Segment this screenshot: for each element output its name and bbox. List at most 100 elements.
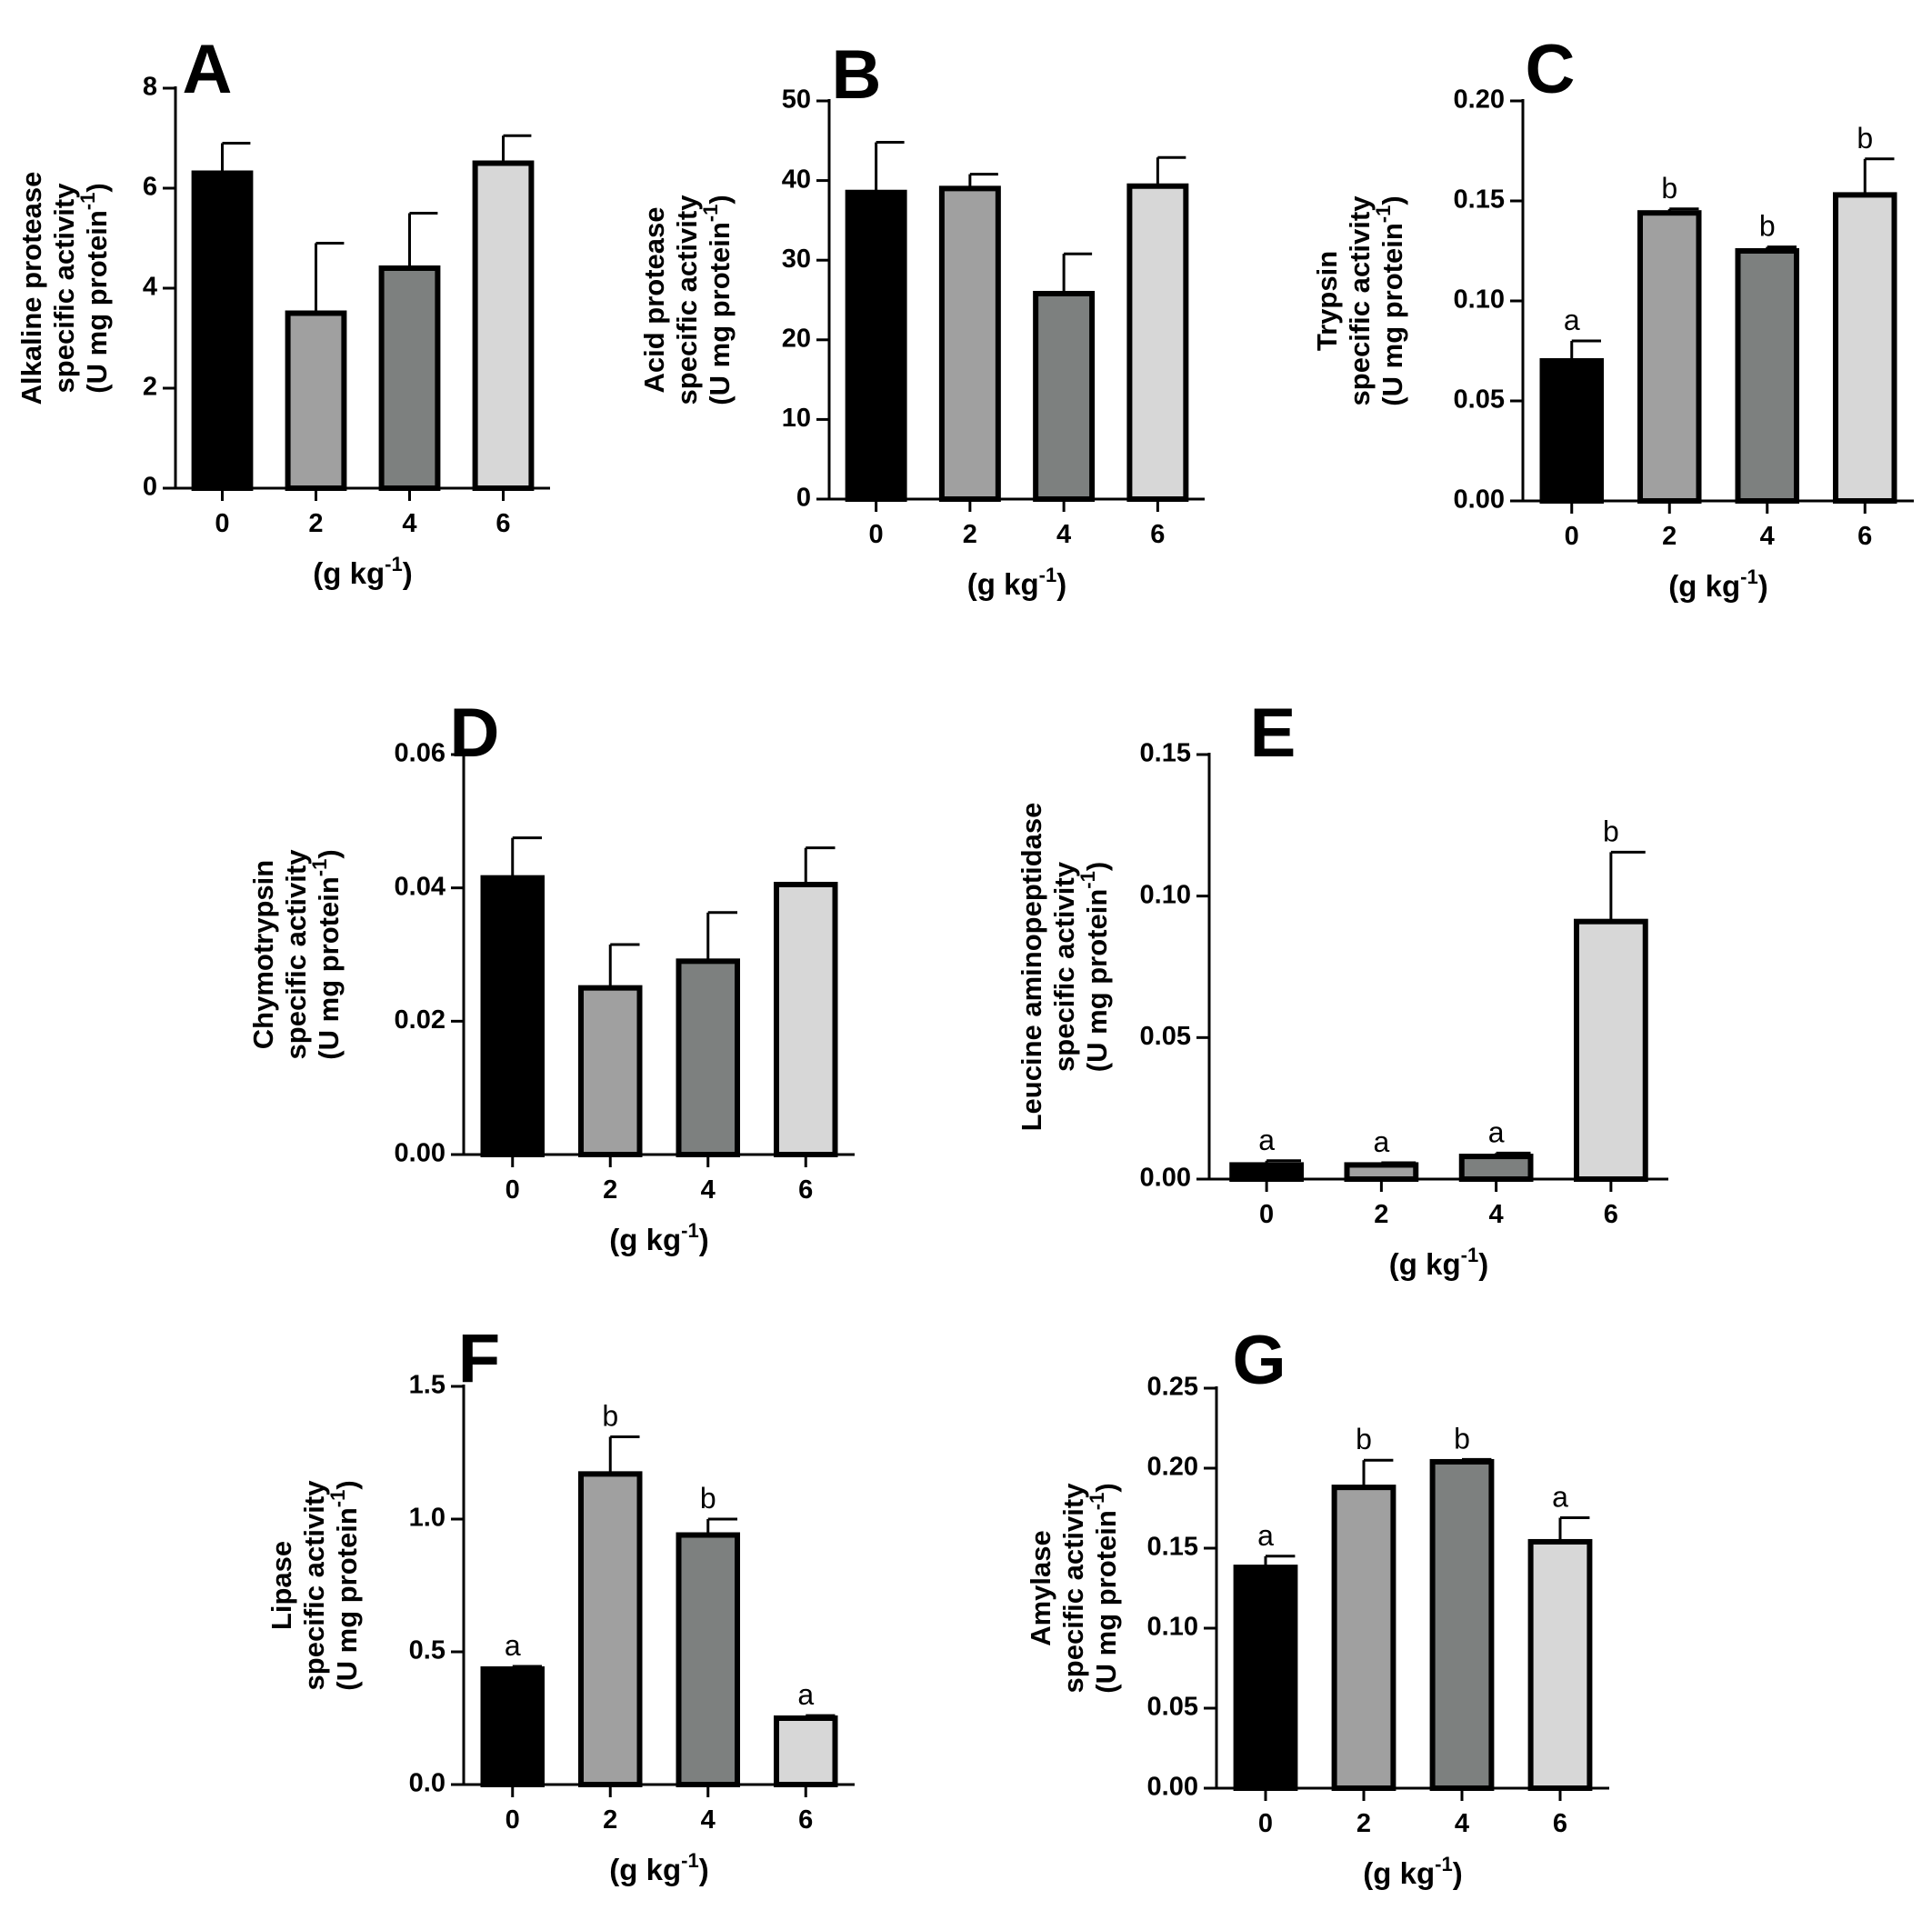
y-tick-label: 4 <box>143 273 157 302</box>
x-axis-label-sup: -1 <box>1039 564 1057 586</box>
x-axis-label-close: ) <box>1478 1247 1488 1281</box>
x-axis-label-main: (g kg <box>967 567 1039 601</box>
x-tick-label: 6 <box>1150 520 1165 549</box>
y-axis-unit-sup: -1 <box>1372 205 1395 224</box>
y-axis-unit: (U mg protein-1) <box>326 1480 363 1690</box>
x-tick-label: 2 <box>1356 1809 1371 1838</box>
y-axis-unit: (U mg protein-1) <box>1086 1483 1122 1693</box>
bar-0 <box>480 1665 545 1787</box>
y-tick-label: 0.00 <box>1140 1164 1191 1193</box>
x-axis-label: (g kg-1) <box>609 1219 708 1256</box>
y-tick-label: 0.04 <box>395 872 445 901</box>
y-axis-label-line: Amylase <box>1025 1530 1056 1646</box>
panel-letter: G <box>1232 1322 1286 1399</box>
significance-letter: a <box>1257 1519 1274 1552</box>
bar-2 <box>285 310 347 491</box>
y-axis-label-line: specific activity <box>1048 861 1080 1072</box>
x-axis-label-close: ) <box>403 556 413 590</box>
y-axis-label-line: specific activity <box>1057 1483 1089 1694</box>
y-axis-unit-close: ) <box>1081 862 1113 871</box>
y-axis-unit: (U mg protein-1) <box>699 195 736 405</box>
panel-letter: E <box>1250 695 1296 772</box>
x-axis-label-sup: -1 <box>1740 565 1758 588</box>
x-tick-label: 4 <box>701 1805 716 1835</box>
x-axis-label-sup: -1 <box>681 1219 699 1242</box>
significance-letter: b <box>1759 210 1776 243</box>
x-tick-label: 0 <box>506 1805 520 1835</box>
x-tick-label: 2 <box>1662 522 1677 551</box>
bar-4 <box>1458 1154 1534 1183</box>
y-axis-unit-sup: -1 <box>326 1490 349 1508</box>
y-tick-label: 0.05 <box>1147 1693 1198 1722</box>
y-axis-label: Chymotrypsin specific activity (U mg prote… <box>247 849 345 1060</box>
bar-0 <box>480 875 545 1158</box>
x-tick-label: 2 <box>603 1175 617 1205</box>
y-axis-unit-close: ) <box>313 849 345 858</box>
significance-letter: a <box>505 1629 521 1662</box>
panel-d: D0.000.020.040.060 2 4 6(g kg-1)Chymotrypsi… <box>247 695 855 1256</box>
bar-6 <box>774 1715 838 1787</box>
panel-letter: D <box>450 695 500 772</box>
x-axis-label-main: (g kg <box>609 1223 681 1256</box>
y-tick-label: 50 <box>782 85 811 115</box>
y-tick-label: 0.05 <box>1140 1022 1191 1051</box>
y-axis-label: Leucine aminopeptidase specific activity(… <box>1016 803 1113 1132</box>
y-axis-unit-sup: -1 <box>76 193 99 211</box>
y-axis-unit-close: ) <box>331 1480 363 1489</box>
y-tick-label: 0.10 <box>1147 1613 1198 1642</box>
bar-0 <box>1233 1565 1298 1791</box>
x-tick-label: 0 <box>506 1175 520 1205</box>
y-tick-label: 8 <box>143 73 157 102</box>
y-axis-unit-main: (U mg protein <box>331 1507 363 1691</box>
y-axis-label: Lipase specific activity (U mg protein-1) <box>265 1480 363 1691</box>
y-tick-label: 0.20 <box>1454 85 1505 115</box>
y-axis-label: Acid protease specific activity (U mg prot… <box>638 195 736 405</box>
x-axis-label-main: (g kg <box>609 1853 681 1886</box>
x-tick-label: 6 <box>1604 1200 1618 1229</box>
y-axis-unit-close: ) <box>1090 1483 1122 1492</box>
significance-letter: b <box>1661 172 1677 205</box>
y-tick-label: 0.00 <box>1147 1773 1198 1802</box>
significance-letter: a <box>1488 1115 1505 1148</box>
y-tick-label: 10 <box>782 404 811 433</box>
y-axis-unit-main: (U mg protein <box>1376 223 1408 406</box>
x-axis-label-close: ) <box>1056 567 1066 601</box>
y-axis-unit: (U mg protein-1) <box>1076 862 1113 1072</box>
x-axis-label-close: ) <box>699 1223 709 1256</box>
significance-letter: b <box>1454 1422 1470 1455</box>
bar-0 <box>1229 1162 1304 1183</box>
x-axis-label-main: (g kg <box>313 556 385 590</box>
x-tick-label: 6 <box>798 1805 813 1835</box>
y-axis-label-line: Trypsin <box>1311 251 1343 351</box>
significance-letter: b <box>1356 1423 1372 1455</box>
x-tick-label: 0 <box>869 520 884 549</box>
y-tick-label: 0.15 <box>1147 1533 1198 1562</box>
y-axis-unit: (U mg protein-1) <box>308 849 345 1059</box>
panel-letter: C <box>1526 31 1576 108</box>
y-axis-unit: (U mg protein-1) <box>76 183 113 393</box>
x-axis-label-main: (g kg <box>1668 569 1740 603</box>
x-tick-label: 6 <box>1857 522 1872 551</box>
x-axis-label-sup: -1 <box>1461 1244 1479 1266</box>
y-axis-label-line: specific activity <box>48 183 80 394</box>
y-axis-label-line: Leucine aminopeptidase <box>1016 803 1047 1132</box>
y-axis-label-line: Alkaline protease <box>15 172 47 405</box>
y-tick-label: 0.25 <box>1147 1373 1198 1402</box>
x-tick-label: 4 <box>1056 520 1071 549</box>
y-tick-label: 0.02 <box>395 1005 445 1035</box>
x-axis-label: (g kg-1) <box>1389 1244 1488 1281</box>
y-tick-label: 1.0 <box>409 1504 445 1533</box>
y-axis-label: Amylase specific activity (U mg protein-1) <box>1025 1483 1122 1694</box>
y-tick-label: 40 <box>782 165 811 194</box>
bar-6 <box>1126 183 1189 502</box>
bar-0 <box>845 189 907 503</box>
y-axis-unit-sup: -1 <box>1086 1493 1108 1511</box>
x-axis-label-main: (g kg <box>1389 1247 1461 1281</box>
significance-letter: b <box>602 1399 618 1432</box>
panel-letter: B <box>832 36 882 114</box>
bar-2 <box>578 1471 643 1787</box>
x-tick-label: 4 <box>701 1175 716 1205</box>
x-axis-label-close: ) <box>1453 1856 1463 1890</box>
